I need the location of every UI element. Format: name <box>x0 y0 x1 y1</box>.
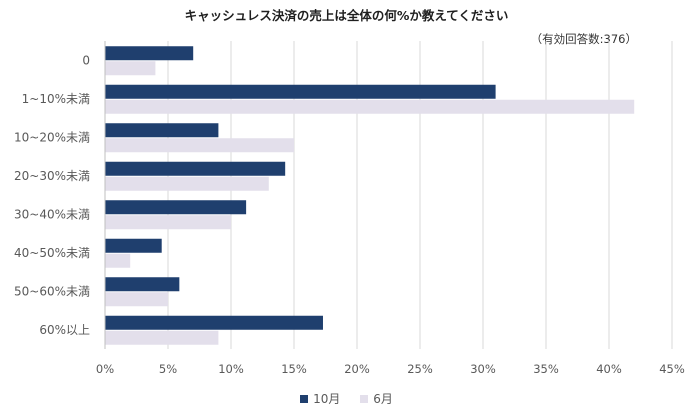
legend-label-october: 10月 <box>313 392 341 406</box>
bar-october <box>105 161 286 176</box>
category-label: 1~10%未満 <box>22 92 90 106</box>
bar-october <box>105 238 162 253</box>
x-tick-label: 20% <box>344 362 370 376</box>
bar-june <box>105 292 168 307</box>
x-tick-label: 35% <box>533 362 559 376</box>
bar-october <box>105 84 496 99</box>
x-tick-label: 5% <box>159 362 177 376</box>
bar-october <box>105 277 180 292</box>
bar-october <box>105 123 219 138</box>
bar-october <box>105 315 323 330</box>
category-label: 40~50%未満 <box>14 246 90 260</box>
bar-june <box>105 215 231 230</box>
bar-october <box>105 200 247 215</box>
x-tick-label: 10% <box>218 362 244 376</box>
x-tick-label: 45% <box>659 362 685 376</box>
category-label: 10~20%未満 <box>14 130 90 144</box>
legend-item-june: 6月 <box>360 390 393 407</box>
x-tick-label: 15% <box>281 362 307 376</box>
category-label: 50~60%未満 <box>14 284 90 298</box>
bar-october <box>105 46 194 61</box>
bar-june <box>105 176 269 191</box>
bar-june <box>105 138 294 153</box>
bar-june <box>105 99 635 114</box>
chart-title: キャッシュレス決済の売上は全体の何%か教えてください <box>184 8 509 23</box>
x-tick-label: 40% <box>596 362 622 376</box>
category-label: 0 <box>82 53 90 67</box>
category-label: 30~40%未満 <box>14 207 90 221</box>
legend-item-october: 10月 <box>300 390 340 407</box>
bar-june <box>105 253 131 268</box>
category-label: 60%以上 <box>39 323 90 337</box>
respondent-count-note: （有効回答数:376） <box>530 32 637 46</box>
x-tick-label: 25% <box>407 362 433 376</box>
x-tick-label: 0% <box>96 362 114 376</box>
legend-label-june: 6月 <box>373 392 393 406</box>
legend: 10月 6月 <box>0 390 693 407</box>
bar-june <box>105 330 219 345</box>
category-label: 20~30%未満 <box>14 169 90 183</box>
legend-swatch-october <box>300 394 309 403</box>
legend-swatch-june <box>360 394 369 403</box>
x-tick-label: 30% <box>470 362 496 376</box>
bar-june <box>105 61 156 76</box>
